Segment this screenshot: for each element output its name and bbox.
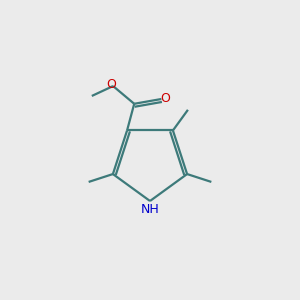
Text: O: O [160,92,170,106]
Text: O: O [106,78,116,91]
Text: NH: NH [141,203,159,216]
